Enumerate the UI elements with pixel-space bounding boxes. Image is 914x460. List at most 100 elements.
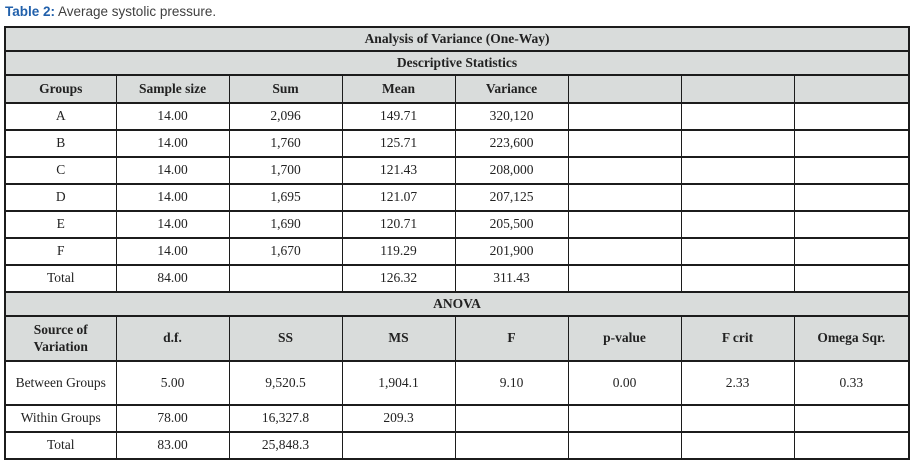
table-cell: 209.3 — [341, 404, 456, 433]
table-cell — [793, 237, 910, 266]
table-cell: 1,690 — [228, 210, 343, 239]
column-header-sample-size: Sample size — [115, 74, 230, 104]
column-header-f: F — [454, 315, 569, 362]
table-cell — [680, 156, 795, 185]
table-caption: Table 2: Average systolic pressure. — [5, 4, 914, 20]
table-cell — [793, 264, 910, 293]
table-row-between-groups: Between Groups 5.00 9,520.5 1,904.1 9.10… — [4, 360, 910, 406]
table-row-descriptive-total: Total 84.00 126.32 311.43 — [4, 264, 910, 293]
column-header-mean: Mean — [341, 74, 456, 104]
table-cell: 121.43 — [341, 156, 456, 185]
column-header-sum: Sum — [228, 74, 343, 104]
table-row-group-e: E 14.00 1,690 120.71 205,500 — [4, 210, 910, 239]
table-cell: 14.00 — [115, 210, 230, 239]
table-cell: 119.29 — [341, 237, 456, 266]
table-cell: 0.33 — [793, 360, 910, 406]
table-cell — [793, 102, 910, 131]
column-header-f-crit: F crit — [680, 315, 795, 362]
table-cell: 125.71 — [341, 129, 456, 158]
table-cell: 201,900 — [454, 237, 569, 266]
table-cell — [680, 102, 795, 131]
table-cell: 5.00 — [115, 360, 230, 406]
table-cell: 9.10 — [454, 360, 569, 406]
table-cell — [680, 404, 795, 433]
table-cell: 320,120 — [454, 102, 569, 131]
table-cell: Within Groups — [4, 404, 117, 433]
table-cell — [793, 404, 910, 433]
table-cell — [793, 210, 910, 239]
table-cell: 78.00 — [115, 404, 230, 433]
anova-header-row: Source of Variation d.f. SS MS F p-value… — [4, 315, 910, 362]
table-cell: D — [4, 183, 117, 212]
table-cell: 9,520.5 — [228, 360, 343, 406]
table-row-group-c: C 14.00 1,700 121.43 208,000 — [4, 156, 910, 185]
table-row-within-groups: Within Groups 78.00 16,327.8 209.3 — [4, 404, 910, 433]
column-header-empty — [793, 74, 910, 104]
table-cell: 2.33 — [680, 360, 795, 406]
table-cell — [680, 129, 795, 158]
column-header-df: d.f. — [115, 315, 230, 362]
band-title: Analysis of Variance (One-Way) — [4, 26, 910, 52]
table-row-anova-total: Total 83.00 25,848.3 — [4, 431, 910, 460]
table-cell: 25,848.3 — [228, 431, 343, 460]
table-cell: 205,500 — [454, 210, 569, 239]
table-cell: Between Groups — [4, 360, 117, 406]
table-cell: 83.00 — [115, 431, 230, 460]
table-cell: 14.00 — [115, 183, 230, 212]
section-band-analysis-of-variance: Analysis of Variance (One-Way) — [4, 26, 910, 52]
column-header-empty — [680, 74, 795, 104]
column-header-ms: MS — [341, 315, 456, 362]
table-cell: F — [4, 237, 117, 266]
table-cell: 208,000 — [454, 156, 569, 185]
table-cell — [567, 264, 682, 293]
table-caption-label: Table 2: — [5, 4, 56, 19]
table-row-group-b: B 14.00 1,760 125.71 223,600 — [4, 129, 910, 158]
table-cell — [454, 431, 569, 460]
table-cell: Total — [4, 431, 117, 460]
table-row-group-a: A 14.00 2,096 149.71 320,120 — [4, 102, 910, 131]
table-cell: Total — [4, 264, 117, 293]
table-cell — [228, 264, 343, 293]
table-cell — [567, 404, 682, 433]
table-cell — [567, 237, 682, 266]
table-cell: 2,096 — [228, 102, 343, 131]
table-cell: 311.43 — [454, 264, 569, 293]
table-cell — [793, 183, 910, 212]
table-cell: 1,904.1 — [341, 360, 456, 406]
table-cell: 14.00 — [115, 237, 230, 266]
column-header-ss: SS — [228, 315, 343, 362]
table-row-group-d: D 14.00 1,695 121.07 207,125 — [4, 183, 910, 212]
table-cell: B — [4, 129, 117, 158]
table-cell: 0.00 — [567, 360, 682, 406]
table-cell — [680, 431, 795, 460]
band-title: ANOVA — [4, 291, 910, 317]
table-cell — [341, 431, 456, 460]
table-cell: 16,327.8 — [228, 404, 343, 433]
table-cell: E — [4, 210, 117, 239]
table-cell — [567, 102, 682, 131]
table-cell: 1,670 — [228, 237, 343, 266]
table-cell: 84.00 — [115, 264, 230, 293]
table-cell — [680, 264, 795, 293]
table-cell — [793, 129, 910, 158]
table-cell — [567, 156, 682, 185]
table-cell: 14.00 — [115, 129, 230, 158]
table-row-group-f: F 14.00 1,670 119.29 201,900 — [4, 237, 910, 266]
section-band-descriptive-statistics: Descriptive Statistics — [4, 50, 910, 76]
table-cell — [567, 431, 682, 460]
descriptive-header-row: Groups Sample size Sum Mean Variance — [4, 74, 910, 104]
band-title: Descriptive Statistics — [4, 50, 910, 76]
table-cell — [567, 210, 682, 239]
column-header-omega-sqr: Omega Sqr. — [793, 315, 910, 362]
table-cell: 121.07 — [341, 183, 456, 212]
table-cell — [567, 129, 682, 158]
table-cell: 14.00 — [115, 156, 230, 185]
table-cell: 149.71 — [341, 102, 456, 131]
table-cell: 14.00 — [115, 102, 230, 131]
table-cell — [680, 210, 795, 239]
column-header-p-value: p-value — [567, 315, 682, 362]
table-cell — [680, 237, 795, 266]
table-cell: 223,600 — [454, 129, 569, 158]
table-cell: 1,760 — [228, 129, 343, 158]
